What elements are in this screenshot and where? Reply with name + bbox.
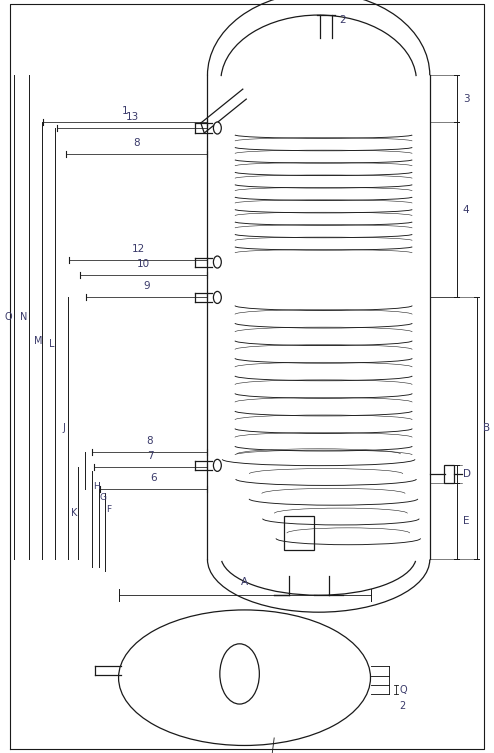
Text: 9: 9 [144,282,150,291]
Text: K: K [71,508,77,518]
Text: 8: 8 [146,436,153,446]
Text: 8: 8 [133,139,140,148]
Text: H: H [93,482,100,491]
Text: 1: 1 [122,106,129,116]
Text: 2: 2 [340,15,346,25]
Text: D: D [463,469,471,480]
Text: 12: 12 [132,244,145,254]
Circle shape [213,291,221,303]
Text: 4: 4 [463,205,469,215]
Text: N: N [20,312,27,322]
Text: 13: 13 [125,112,139,122]
Text: Q: Q [400,684,407,695]
Circle shape [220,644,259,704]
Text: G: G [100,493,107,502]
Text: O: O [4,312,12,322]
Text: J: J [62,423,65,434]
Text: 7: 7 [147,451,154,461]
Text: B: B [483,423,490,434]
Text: 3: 3 [463,93,469,104]
FancyBboxPatch shape [284,516,314,550]
Text: 6: 6 [151,474,157,483]
Ellipse shape [119,610,370,745]
Circle shape [213,256,221,268]
Circle shape [213,459,221,471]
Circle shape [213,122,221,134]
Text: E: E [463,517,469,526]
Text: 2: 2 [400,700,406,711]
Text: 10: 10 [137,259,150,269]
Text: L: L [48,339,54,349]
Text: A: A [241,578,248,587]
Text: F: F [106,505,111,514]
FancyBboxPatch shape [444,465,454,483]
Text: M: M [34,336,42,346]
